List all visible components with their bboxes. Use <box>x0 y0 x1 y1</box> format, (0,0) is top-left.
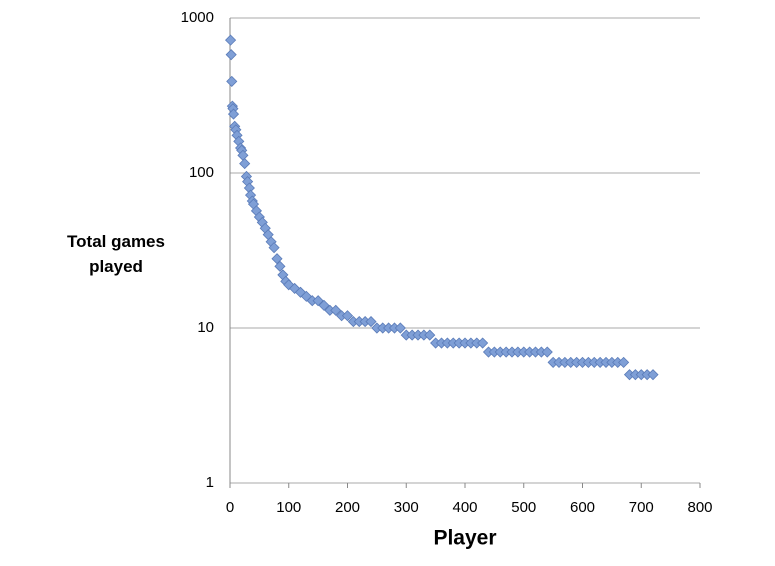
point <box>226 75 238 87</box>
x-tick-label: 500 <box>511 499 536 516</box>
x-tick-label: 700 <box>629 499 654 516</box>
y-tick-label: 1000 <box>181 9 214 26</box>
x-tick-label: 800 <box>687 499 712 516</box>
point <box>312 295 324 307</box>
point <box>365 316 377 328</box>
point <box>225 34 237 46</box>
point <box>330 304 342 316</box>
point <box>274 260 286 272</box>
point <box>394 322 406 334</box>
point <box>271 253 283 265</box>
point <box>239 158 251 170</box>
point <box>341 310 354 322</box>
point <box>618 356 630 368</box>
point <box>227 108 240 120</box>
x-tick-label: 0 <box>226 499 234 516</box>
point <box>424 329 436 341</box>
x-tick-label: 600 <box>570 499 595 516</box>
x-tick-label: 100 <box>276 499 301 516</box>
y-tick-label: 100 <box>189 164 214 181</box>
point <box>289 282 301 294</box>
y-axis-label: Total games played <box>67 232 165 276</box>
point <box>541 346 553 358</box>
point <box>318 299 330 311</box>
y-tick-label: 10 <box>197 319 214 336</box>
x-tick-label: 400 <box>452 499 477 516</box>
x-tick-label: 300 <box>394 499 419 516</box>
y-tick-label: 1 <box>206 474 214 491</box>
x-axis-label: Player <box>433 527 496 550</box>
point <box>225 49 237 61</box>
point <box>647 369 659 381</box>
point <box>268 242 280 254</box>
x-tick-label: 200 <box>335 499 360 516</box>
point <box>477 337 489 349</box>
